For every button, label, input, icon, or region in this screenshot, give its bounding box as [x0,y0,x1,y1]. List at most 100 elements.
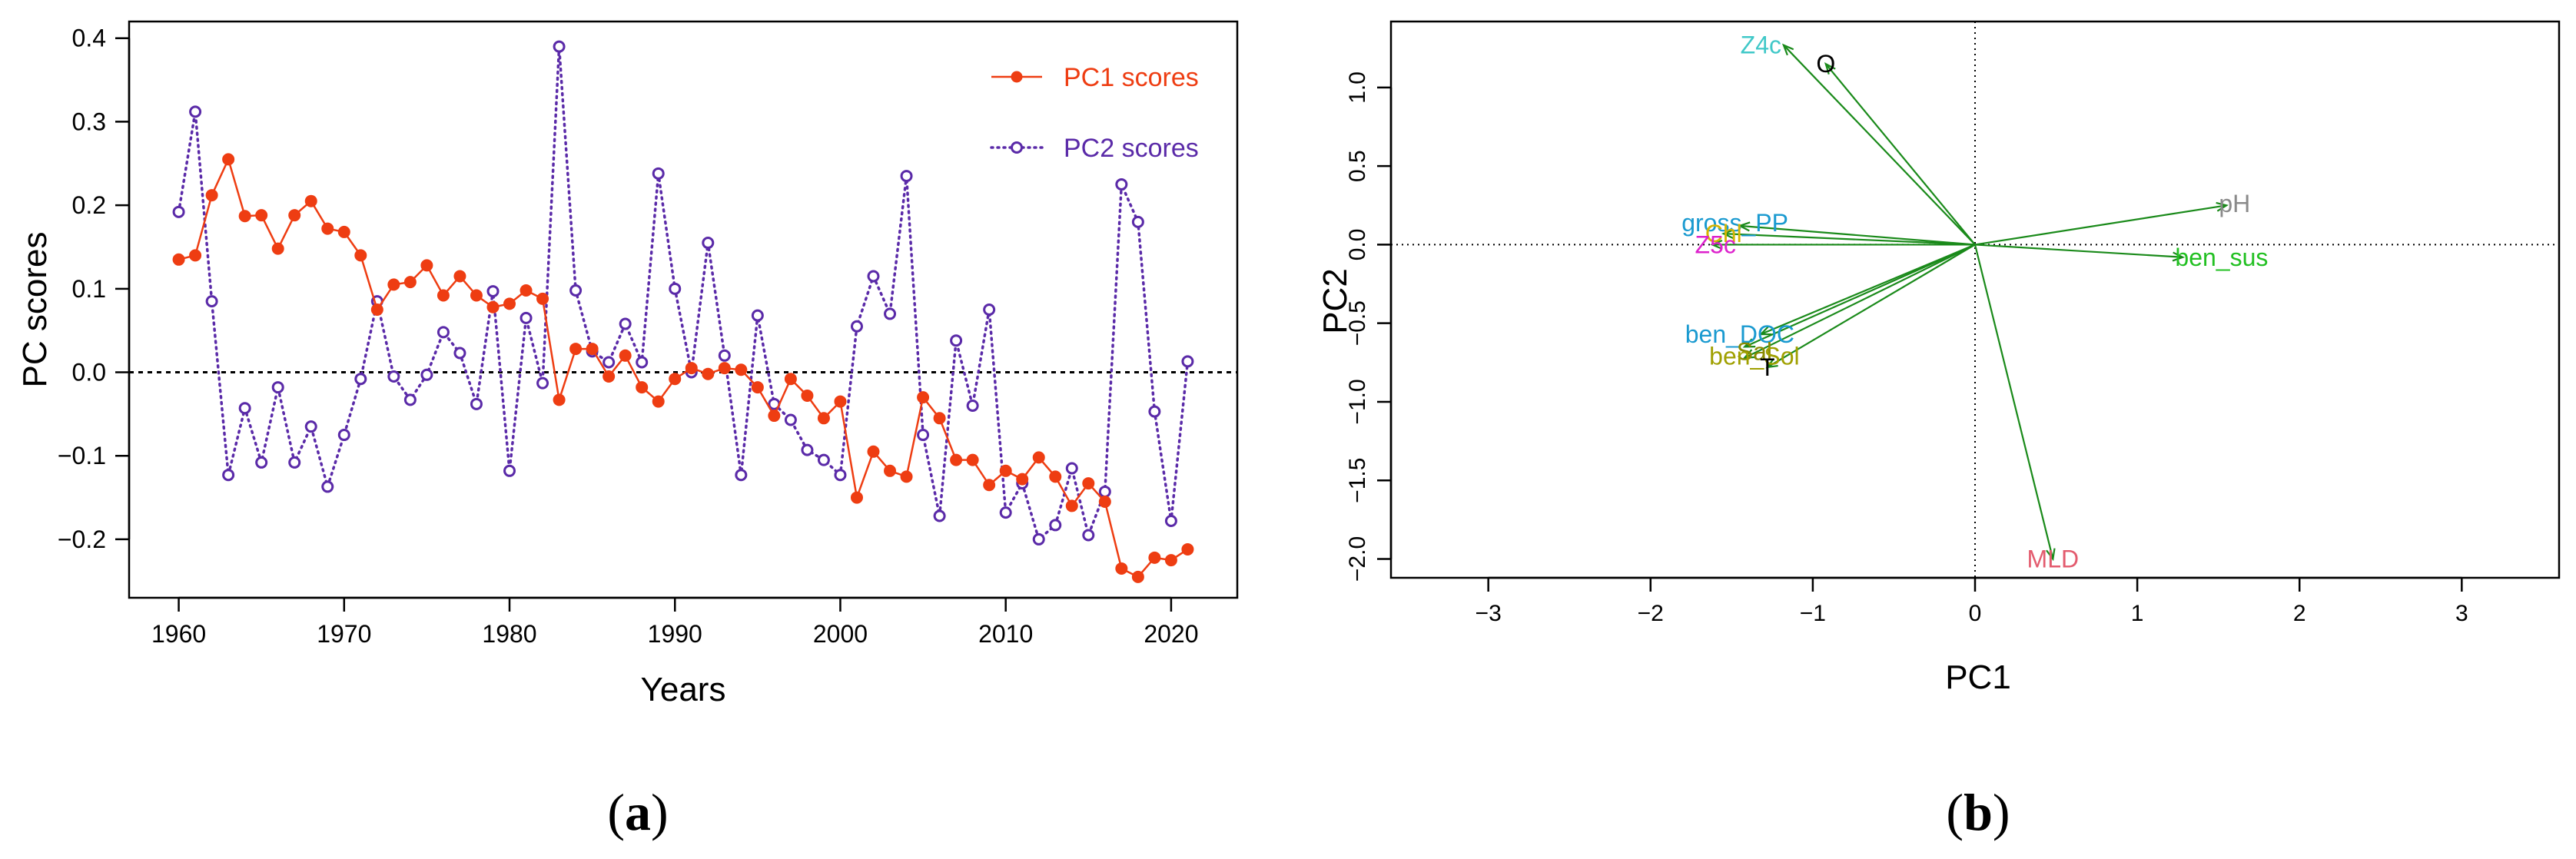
y-tick-label: −0.2 [58,526,106,553]
pc1-point [586,343,599,356]
pc1-point [520,284,533,297]
legend-pc2-label: PC2 scores [1064,134,1199,163]
panel-a-y-axis: −0.2 −0.1 0.0 0.1 0.2 0.3 0.4 [58,25,131,553]
panel-b-biplot: −3 −2 −1 0 1 2 3 −2.0 −1.5 −1.0 −0.5 0.0 0.5 1.0 Z4c… [1316,20,2561,841]
pc2-point [751,309,764,322]
y-tick-label: 0.0 [72,359,106,386]
pc1-point [453,270,466,283]
pc2-point [817,453,830,466]
pc1-point [1181,542,1194,556]
vector-z5c-arrowhead [1710,239,1723,250]
pc2-point [304,420,317,433]
series-pc1-scores [172,153,1194,583]
pc1-point [966,453,979,466]
x-tick-label: 0 [1969,601,1982,626]
pc2-point [470,397,483,410]
pc1-point [884,464,897,477]
vector-z5c-label: Z5c [1695,231,1736,258]
panel-a-label: (a) [607,783,668,841]
vector-ben_sus-arrow [1974,244,2183,258]
pc2-point [784,413,797,426]
pc1-point [950,453,963,466]
pc2-point [933,509,946,522]
pc2-point [437,326,450,339]
pc1-point [1049,470,1062,483]
y-tick-label: 0.3 [72,108,106,135]
pc2-point [354,373,367,386]
x-tick-label: 2020 [1144,620,1198,648]
x-tick-label: 2000 [813,620,868,648]
pc1-point [1131,570,1144,583]
vector-t-arrow [1767,244,1976,368]
pc1-point [1164,554,1177,567]
pc2-point [1098,485,1111,498]
vector-sal-label: Sal [1737,337,1772,365]
pc1-point [437,289,450,302]
pc2-point [503,464,516,477]
vector-mld-arrow [1973,244,2054,559]
y-tick-label: −0.1 [58,442,106,469]
pc1-point [702,367,715,380]
vector-o-arrowhead [1824,62,1836,75]
pc1-point [486,300,500,313]
x-tick-label: 2 [2293,601,2306,626]
vector-ben_doc-label: ben_DOC [1685,320,1794,348]
pc2-point [718,349,731,362]
pc2-point [983,303,996,316]
pc1-point [718,362,731,375]
pc2-point [1065,462,1078,475]
x-tick-label: −3 [1476,601,1502,626]
y-tick-label: 0.4 [72,25,106,52]
vector-o-arrow [1824,63,1976,246]
pc1-point [321,222,334,235]
pc1-point [420,259,433,272]
pc1-point [933,412,946,425]
pc2-point [636,356,649,369]
pc2-point [1131,215,1144,228]
panel-b-label: (b) [1946,783,2010,841]
pc1-point [403,276,417,289]
pc1-point [685,362,698,375]
pc1-point [1115,562,1128,575]
pc1-point [669,373,682,386]
vector-chl-label: Chl [1705,220,1742,247]
y-tick-label: 0.5 [1345,150,1370,182]
pc1-point [834,395,847,408]
vector-z4c-arrow [1783,44,1976,246]
y-tick-label: −2.0 [1345,536,1370,582]
x-tick-label: −2 [1638,601,1664,626]
vector-z4c-arrowhead [1781,43,1794,56]
pc1-point [288,209,301,222]
pc1-point [768,410,781,423]
pc1-point [304,194,317,207]
pc2-point [834,469,847,482]
pc1-point [801,389,814,402]
pc2-point [189,105,202,118]
pc1-point [784,373,797,386]
pc1-point [238,210,251,223]
pc2-point [288,456,301,469]
panel-b-x-axis-label: PC1 [1945,658,2011,696]
pc2-point [1115,177,1128,191]
pc2-point [619,317,632,330]
y-tick-label: 1.0 [1345,71,1370,104]
pc1-point [817,412,830,425]
pc1-point [1082,477,1095,490]
pc2-point [403,393,417,406]
pc1-point [470,289,483,302]
y-tick-label: −1.5 [1345,458,1370,503]
vector-gross_pp-label: gross_PP [1681,209,1788,237]
vector-ph-label: pH [2219,190,2250,217]
x-tick-label: 1990 [648,620,702,648]
pc1-point [553,393,566,406]
pc2-point [420,368,433,381]
vector-ph-arrowhead [2216,201,2229,212]
panel-a-time-series: 1960 1970 1980 1990 2000 2010 2020 −0.2 −0.1 0.0… [16,20,1239,841]
pc1-point [1032,451,1045,464]
pc2-point [486,285,500,298]
vector-ben_sus-arrowhead [2172,251,2186,262]
pc2-point [569,284,583,297]
vector-ben_sol-label: ben_Sol [1709,343,1799,370]
pc1-point [370,303,383,316]
panel-a-y-axis-label: PC scores [16,232,54,388]
